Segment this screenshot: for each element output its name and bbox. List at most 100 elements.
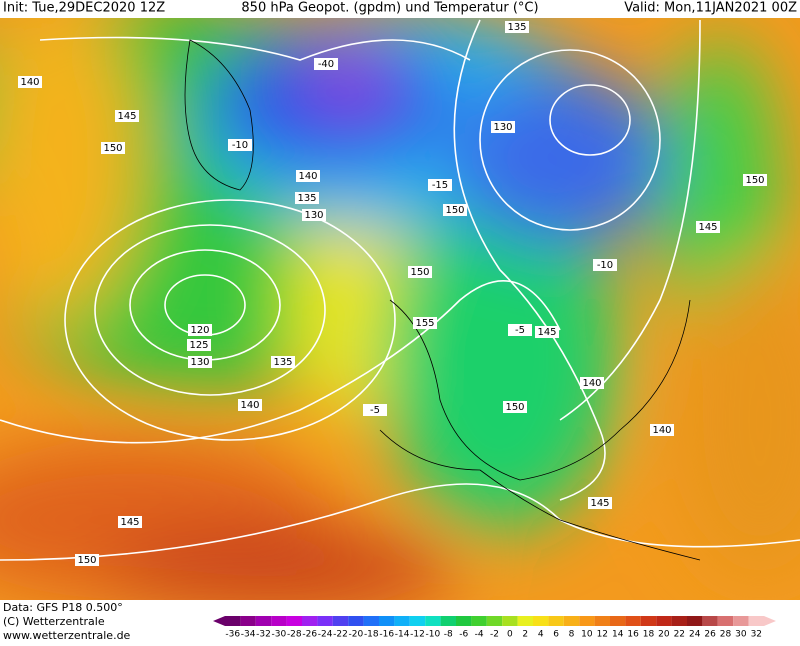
colorbar-swatch <box>625 616 641 626</box>
contour-label-bg <box>580 377 604 389</box>
contour-label-bg <box>743 174 767 186</box>
contour-label: 150 <box>77 555 96 566</box>
contour-label-bg <box>508 324 532 336</box>
colorbar-label: -18 <box>364 630 379 640</box>
colorbar-arrow-left <box>213 616 225 626</box>
colorbar-label: 6 <box>553 630 559 640</box>
url: www.wetterzentrale.de <box>3 629 131 642</box>
colorbar-label: 32 <box>751 630 762 640</box>
contour-label: 145 <box>120 517 139 528</box>
contour-label-bg <box>314 58 338 70</box>
contour-label-bg <box>188 324 212 336</box>
colorbar-swatch <box>363 616 379 626</box>
contour-label: -5 <box>370 405 380 416</box>
colorbar-swatch <box>702 616 718 626</box>
colorbar-label: -28 <box>287 630 302 640</box>
contour-label-bg <box>18 76 42 88</box>
colorbar-swatch <box>394 616 410 626</box>
colorbar-swatch <box>271 616 287 626</box>
colorbar-label: 18 <box>643 630 655 640</box>
contour-label-bg <box>101 142 125 154</box>
contour-label-bg <box>295 192 319 204</box>
colorbar-label: -32 <box>256 630 271 640</box>
contour-label-bg <box>428 179 452 191</box>
contour-label-bg <box>696 221 720 233</box>
contour-label-bg <box>593 259 617 271</box>
coastlines <box>184 39 701 561</box>
contour-labels: 140 145 150 140 135 130 120 125 130 135 140 150 155 1… <box>18 21 767 566</box>
colorbar-swatch <box>748 616 764 626</box>
contour-label-bg <box>228 139 252 151</box>
init-time: Init: Tue,29DEC2020 12Z <box>3 1 165 16</box>
colorbar-swatch <box>255 616 272 626</box>
contour-label: 130 <box>493 122 512 133</box>
colorbar-label: 30 <box>735 630 747 640</box>
colorbar-label: -8 <box>444 630 453 640</box>
colorbar-swatch <box>286 616 302 626</box>
contour-label-bg <box>443 204 467 216</box>
contour-label-bg <box>408 266 432 278</box>
contour-label-bg <box>302 209 326 221</box>
contour-label-bg <box>115 110 139 122</box>
contour-label: 150 <box>445 205 464 216</box>
contour-label-bg <box>535 326 559 338</box>
contour-label: 150 <box>410 267 429 278</box>
colorbar-swatch <box>610 616 626 626</box>
colorbar-label: -36 <box>225 630 240 640</box>
contour-label: -10 <box>232 140 248 151</box>
contour-label-bg <box>118 516 142 528</box>
colorbar-label: -2 <box>490 630 499 640</box>
contour-label: 140 <box>240 400 259 411</box>
contour-label-bg <box>413 317 437 329</box>
contour-label: 130 <box>190 357 209 368</box>
colorbar-label: 20 <box>658 630 670 640</box>
contour-label: -10 <box>597 260 613 271</box>
contour-label: 150 <box>745 175 764 186</box>
colorbar-swatch <box>548 616 564 626</box>
colorbar-swatch <box>302 616 318 626</box>
colorbar-label: 12 <box>597 630 608 640</box>
colorbar-swatch <box>409 616 426 626</box>
colorbar-label: -20 <box>349 630 364 640</box>
header-bar <box>0 0 800 18</box>
contour-label-bg <box>505 21 529 33</box>
contour-label: -40 <box>318 59 334 70</box>
contour-label: 155 <box>415 318 434 329</box>
colorbar-label: 26 <box>704 630 716 640</box>
contour-label: -5 <box>515 325 525 336</box>
colorbar-swatch <box>671 616 687 626</box>
contour-label-bg <box>491 121 515 133</box>
colorbar-swatch <box>317 616 333 626</box>
colorbar-swatch <box>579 616 595 626</box>
colorbar-label: -34 <box>241 630 256 640</box>
colorbar: -36 -34 -32 -30 -28 -26 -24 -22 -20 -18 -16 -14 -12-… <box>213 616 776 640</box>
contour-label: 145 <box>590 498 609 509</box>
colorbar-swatch <box>225 616 241 626</box>
colorbar-label: 2 <box>522 630 528 640</box>
geopotential-contours <box>0 19 800 561</box>
colorbar-swatch <box>563 616 580 626</box>
colorbar-swatch <box>348 616 364 626</box>
contour-label: 130 <box>304 210 323 221</box>
colorbar-label: 24 <box>689 630 701 640</box>
colorbar-label: 14 <box>612 630 624 640</box>
contour-label: 125 <box>189 340 208 351</box>
colorbar-swatch <box>533 616 549 626</box>
contour-label-bg <box>271 356 295 368</box>
colorbar-swatch <box>656 616 672 626</box>
colorbar-label: -26 <box>302 630 317 640</box>
contour-label: 145 <box>698 222 717 233</box>
colorbar-swatch <box>733 616 749 626</box>
colorbar-label: 28 <box>720 630 732 640</box>
contour-label-bg <box>187 339 211 351</box>
contour-label: 140 <box>582 378 601 389</box>
colorbar-swatch <box>594 616 610 626</box>
colorbar-swatch <box>687 616 703 626</box>
contour-label: 140 <box>652 425 671 436</box>
colorbar-label: -22 <box>333 630 348 640</box>
colorbar-label: 10 <box>581 630 593 640</box>
colorbar-swatch <box>440 616 456 626</box>
contour-label-bg <box>503 401 527 413</box>
